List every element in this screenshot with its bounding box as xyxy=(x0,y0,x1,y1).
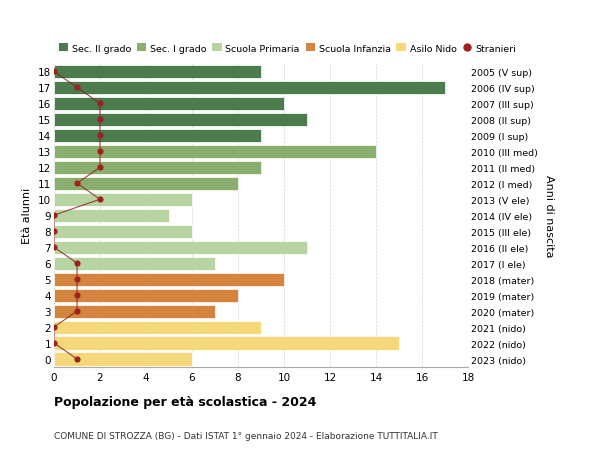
Point xyxy=(72,180,82,188)
Point xyxy=(95,148,105,156)
Point xyxy=(95,196,105,203)
Point xyxy=(49,228,59,235)
Bar xyxy=(54,225,192,238)
Bar xyxy=(54,209,169,222)
Bar xyxy=(54,321,261,334)
Y-axis label: Età alunni: Età alunni xyxy=(22,188,32,244)
Y-axis label: Anni di nascita: Anni di nascita xyxy=(544,174,554,257)
Point xyxy=(49,340,59,347)
Text: Popolazione per età scolastica - 2024: Popolazione per età scolastica - 2024 xyxy=(54,395,316,408)
Point xyxy=(72,260,82,267)
Point xyxy=(72,356,82,363)
Bar xyxy=(54,177,238,190)
Bar xyxy=(54,129,261,143)
Bar xyxy=(54,273,284,286)
Bar xyxy=(54,337,399,350)
Bar xyxy=(54,146,376,158)
Text: COMUNE DI STROZZA (BG) - Dati ISTAT 1° gennaio 2024 - Elaborazione TUTTITALIA.IT: COMUNE DI STROZZA (BG) - Dati ISTAT 1° g… xyxy=(54,431,438,441)
Bar xyxy=(54,113,307,127)
Bar xyxy=(54,82,445,95)
Point xyxy=(72,308,82,315)
Point xyxy=(49,212,59,219)
Bar xyxy=(54,241,307,254)
Point xyxy=(72,84,82,92)
Point xyxy=(72,292,82,299)
Point xyxy=(72,276,82,283)
Bar xyxy=(54,162,261,174)
Bar xyxy=(54,193,192,207)
Bar xyxy=(54,257,215,270)
Bar xyxy=(54,289,238,302)
Point xyxy=(49,324,59,331)
Point xyxy=(95,117,105,124)
Bar xyxy=(54,98,284,111)
Bar xyxy=(54,66,261,79)
Point xyxy=(95,132,105,140)
Point xyxy=(95,164,105,172)
Bar xyxy=(54,305,215,318)
Point xyxy=(49,244,59,251)
Point xyxy=(49,68,59,76)
Point xyxy=(95,101,105,108)
Bar xyxy=(54,353,192,366)
Legend: Sec. II grado, Sec. I grado, Scuola Primaria, Scuola Infanzia, Asilo Nido, Stran: Sec. II grado, Sec. I grado, Scuola Prim… xyxy=(59,45,516,54)
